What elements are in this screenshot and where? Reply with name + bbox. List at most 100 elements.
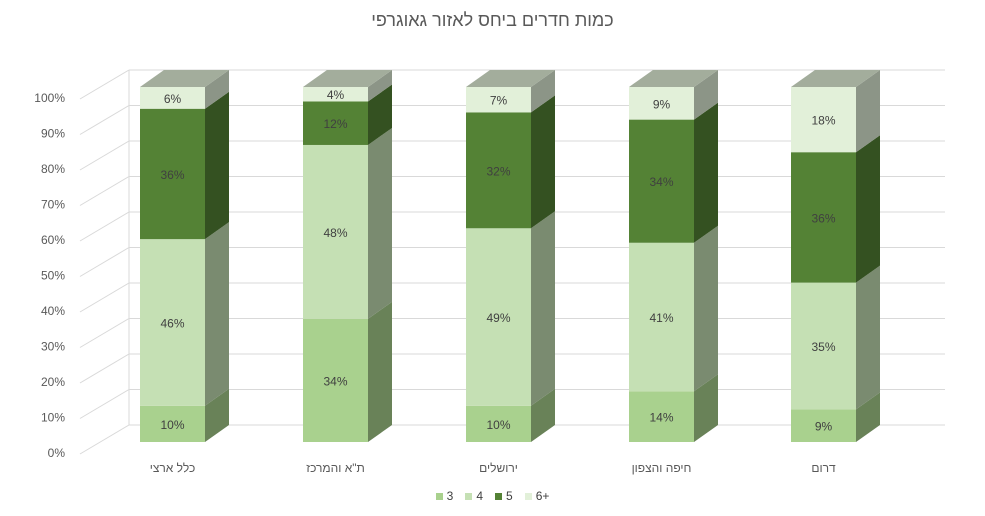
data-label: 6% xyxy=(164,92,182,106)
y-tick-label: 20% xyxy=(41,375,65,389)
bar-top xyxy=(303,70,392,87)
legend-swatch xyxy=(524,492,532,500)
bar-front xyxy=(629,391,694,442)
legend-label: 4 xyxy=(476,489,483,503)
bar-front xyxy=(791,87,856,153)
x-category-label: כלל ארצי xyxy=(150,461,196,475)
x-axis: כלל ארצי ת"א והמרכז ירושלים חיפה והצפון דרום xyxy=(150,461,836,475)
bar-side xyxy=(694,225,718,392)
bar-front xyxy=(791,152,856,283)
bar-segment xyxy=(140,388,229,442)
bar-segment xyxy=(791,70,880,153)
data-label: 10% xyxy=(160,418,184,432)
legend-swatch xyxy=(465,492,473,500)
bar-front xyxy=(303,318,368,442)
bar-side xyxy=(368,84,392,145)
bar-front xyxy=(629,119,694,243)
x-category-label: ת"א והמרכז xyxy=(306,461,365,475)
bar-segment xyxy=(629,225,718,392)
data-label: 36% xyxy=(160,168,184,182)
bar-segment xyxy=(466,211,555,406)
y-tick-label: 70% xyxy=(41,198,65,212)
bar-segment xyxy=(466,95,555,229)
bar-front xyxy=(791,409,856,442)
gridline-depth xyxy=(79,353,130,384)
y-tick-label: 0% xyxy=(48,446,66,460)
data-label: 49% xyxy=(486,311,510,325)
bar-side xyxy=(856,392,880,442)
y-tick-label: 90% xyxy=(41,127,65,141)
chart-title: כמות חדרים ביחס לאזור גאוגרפי xyxy=(371,10,614,30)
bar-segment xyxy=(629,374,718,442)
bar-top xyxy=(791,70,880,87)
bar-segment xyxy=(791,265,880,410)
legend-item: 3 xyxy=(435,489,454,503)
data-label: 14% xyxy=(649,411,673,425)
bar-side xyxy=(531,95,555,229)
gridline-depth xyxy=(79,140,130,171)
bar-front xyxy=(140,239,205,406)
bars xyxy=(140,70,880,442)
bar-segment xyxy=(629,102,718,243)
y-tick-label: 80% xyxy=(41,162,65,176)
bar-front xyxy=(791,282,856,410)
gridline-depth xyxy=(79,424,130,455)
bar-side xyxy=(531,388,555,442)
bar-segment xyxy=(466,388,555,442)
gridline-depth xyxy=(79,247,130,277)
bar-front xyxy=(140,87,205,109)
y-tick-label: 10% xyxy=(41,411,65,425)
bar-front xyxy=(466,405,531,442)
y-tick-label: 60% xyxy=(41,233,65,247)
bar-side xyxy=(856,265,880,410)
data-label: 4% xyxy=(327,88,345,102)
bar-top xyxy=(629,70,718,87)
bar-segment xyxy=(791,392,880,442)
bar-side xyxy=(205,70,229,109)
gridline-depth xyxy=(79,211,130,242)
legend-label: 3 xyxy=(446,489,454,503)
bar-segment xyxy=(303,84,392,145)
bar-segment xyxy=(303,301,392,442)
legend-item: 4 xyxy=(465,489,483,503)
bar-front xyxy=(466,112,531,229)
bar-segment xyxy=(140,70,229,109)
legend-item: 6+ xyxy=(524,489,550,503)
y-tick-label: 30% xyxy=(41,340,65,354)
data-label: 18% xyxy=(811,114,835,128)
bar-side xyxy=(205,388,229,442)
bar-side xyxy=(368,301,392,442)
x-category-label: דרום xyxy=(811,461,836,475)
y-tick-label: 40% xyxy=(41,304,65,318)
bar-top xyxy=(140,70,229,87)
bar-front xyxy=(629,87,694,120)
bar-side xyxy=(856,70,880,153)
bar-segment xyxy=(791,135,880,283)
legend-label: 5 xyxy=(506,489,513,503)
bar-side xyxy=(694,102,718,243)
bar-segment xyxy=(466,70,555,113)
legend: 3 4 5 6+ xyxy=(0,489,985,503)
gridline-depth xyxy=(79,105,130,135)
gridline-depth xyxy=(79,176,130,206)
data-label: 48% xyxy=(323,226,347,240)
data-label: 41% xyxy=(649,311,673,325)
bar-front xyxy=(466,87,531,113)
data-label: 9% xyxy=(653,97,671,111)
legend-label: 6+ xyxy=(535,489,550,503)
bar-segment xyxy=(140,91,229,240)
x-category-label: ירושלים xyxy=(479,461,518,475)
data-label: 7% xyxy=(490,94,508,108)
bar-segment xyxy=(140,222,229,406)
gridline-depth xyxy=(79,318,130,348)
bar-top xyxy=(466,70,555,87)
y-tick-label: 50% xyxy=(41,269,65,283)
bar-side xyxy=(694,374,718,442)
data-label: 9% xyxy=(815,420,833,434)
bar-side xyxy=(205,91,229,240)
bar-side xyxy=(368,70,392,102)
legend-item: 5 xyxy=(495,489,513,503)
bar-side xyxy=(531,211,555,406)
data-label: 35% xyxy=(811,340,835,354)
